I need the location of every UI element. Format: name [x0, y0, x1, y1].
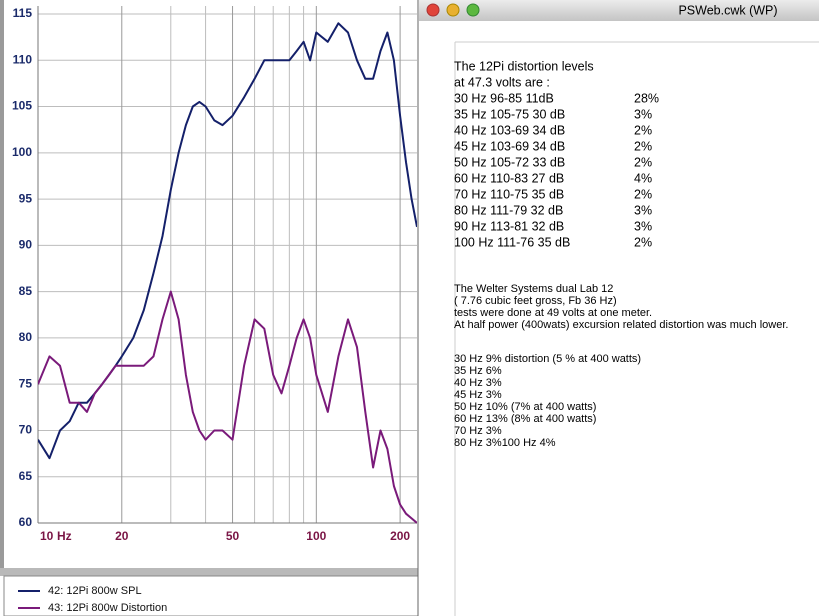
note-line: ( 7.76 cubic feet gross, Fb 36 Hz) — [454, 295, 617, 307]
series-line — [38, 290, 417, 524]
table-cell: 40 Hz 103-69 34 dB — [454, 123, 565, 137]
y-tick-label: 95 — [19, 191, 33, 205]
list-line: 30 Hz 9% distortion (5 % at 400 watts) — [454, 353, 641, 365]
y-tick-label: 85 — [19, 284, 33, 298]
table-cell: 3% — [634, 107, 652, 121]
y-tick-label: 100 — [12, 145, 32, 159]
table-cell: 2% — [634, 155, 652, 169]
list-line: 70 Hz 3% — [454, 425, 502, 437]
x-tick-label: 100 — [306, 529, 326, 543]
heading-line: The 12Pi distortion levels — [454, 59, 594, 73]
list-line: 60 Hz 13% (8% at 400 watts) — [454, 413, 596, 425]
x-tick-label: 200 — [390, 529, 410, 543]
table-cell: 50 Hz 105-72 33 dB — [454, 155, 565, 169]
x-tick-label: 20 — [115, 529, 129, 543]
list-line: 50 Hz 10% (7% at 400 watts) — [454, 401, 596, 413]
table-cell: 70 Hz 110-75 35 dB — [454, 187, 564, 201]
note-line: At half power (400wats) excursion relate… — [454, 319, 788, 331]
y-tick-label: 80 — [19, 330, 33, 344]
y-tick-label: 105 — [12, 99, 32, 113]
y-tick-label: 60 — [19, 515, 33, 529]
table-cell: 2% — [634, 235, 652, 249]
zoom-button[interactable] — [466, 3, 480, 17]
x-tick-label: 50 — [226, 529, 240, 543]
table-cell: 3% — [634, 203, 652, 217]
legend-label: 43: 12Pi 800w Distortion — [48, 602, 167, 614]
table-cell: 28% — [634, 91, 659, 105]
y-tick-label: 90 — [19, 238, 33, 252]
table-cell: 35 Hz 105-75 30 dB — [454, 107, 565, 121]
table-cell: 80 Hz 111-79 32 dB — [454, 203, 563, 217]
document-window — [418, 0, 819, 616]
table-cell: 3% — [634, 219, 652, 233]
table-cell: 90 Hz 113-81 32 dB — [454, 219, 564, 233]
note-line: The Welter Systems dual Lab 12 — [454, 283, 613, 295]
table-cell: 2% — [634, 187, 652, 201]
table-cell: 2% — [634, 139, 652, 153]
table-cell: 4% — [634, 171, 652, 185]
plot: 60 65 70 75 80 85 90 95 100 105 110 115 10 20 50 100 200… — [12, 6, 417, 614]
list-line: 40 Hz 3% — [454, 377, 502, 389]
y-tick-label: 70 — [19, 423, 33, 437]
chart-panel — [0, 0, 418, 616]
table-cell: 100 Hz 111-76 35 dB — [454, 235, 570, 249]
table-cell: 30 Hz 96-85 11dB — [454, 91, 554, 105]
legend-divider — [0, 568, 418, 576]
y-tick-label: 75 — [19, 376, 33, 390]
frame-edge — [0, 0, 4, 570]
legend-label: 42: 12Pi 800w SPL — [48, 585, 142, 597]
window-title: PSWeb.cwk (WP) — [678, 3, 777, 17]
table-cell: 60 Hz 110-83 27 dB — [454, 171, 564, 185]
table-cell: 2% — [634, 123, 652, 137]
title-bar — [419, 0, 819, 21]
note-line: tests were done at 49 volts at one meter… — [454, 307, 652, 319]
y-tick-label: 65 — [19, 469, 33, 483]
list-line: 45 Hz 3% — [454, 389, 502, 401]
heading-line: at 47.3 volts are : — [454, 75, 550, 89]
y-tick-label: 115 — [13, 6, 33, 20]
document-text: The 12Pi distortion levels at 47.3 volts … — [454, 59, 788, 449]
x-tick-label: 10 — [40, 529, 54, 543]
list-line: 35 Hz 6% — [454, 365, 502, 377]
y-tick-label: 110 — [13, 52, 33, 66]
close-button[interactable] — [426, 3, 440, 17]
minimize-button[interactable] — [446, 3, 460, 17]
list-line: 80 Hz 3%100 Hz 4% — [454, 437, 556, 449]
x-axis-label: Hz — [57, 529, 72, 543]
table-cell: 45 Hz 103-69 34 dB — [454, 139, 565, 153]
legend-box — [3, 575, 419, 616]
